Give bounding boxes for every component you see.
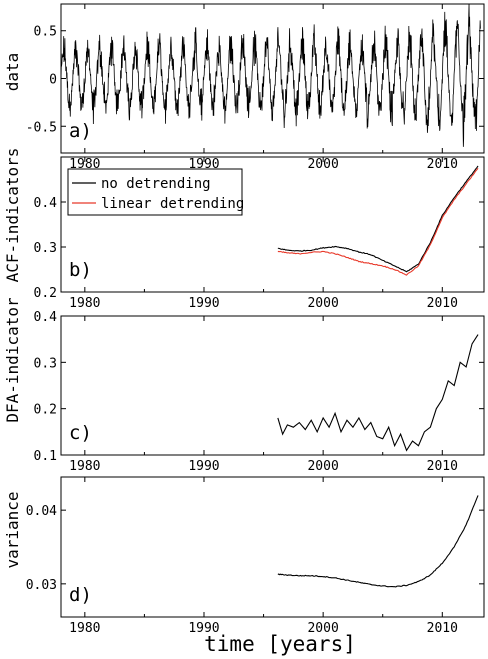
x-tick-label: 1990	[188, 296, 219, 311]
x-tick-label: 1980	[69, 621, 100, 636]
series-group	[277, 334, 479, 452]
legend-label: no detrending	[101, 176, 211, 192]
y-tick-label: -0.5	[26, 120, 57, 135]
x-tick-label: 1980	[69, 157, 100, 172]
y-tick-label: 0.3	[34, 356, 57, 371]
plot-frame	[60, 3, 485, 154]
plot-frame	[60, 156, 485, 293]
series-group	[277, 165, 479, 276]
plot-frame	[60, 315, 485, 456]
data-series-line	[61, 4, 481, 147]
panel-b: 1980 1990 2000 2010 0.2 0.3 0.4 ACF-indicators n…	[3, 148, 485, 311]
y-tick-label: 0.03	[26, 578, 57, 593]
series-group	[277, 495, 479, 588]
plot-frame	[60, 476, 485, 618]
y-tick-label: 0.1	[34, 449, 57, 464]
panel-c: 1980 1990 2000 2010 0.1 0.2 0.3 0.4 DFA-indicato…	[3, 297, 485, 474]
x-tick-label: 2010	[427, 621, 458, 636]
x-tick-label: 2000	[307, 296, 338, 311]
x-tick-label: 1980	[69, 296, 100, 311]
x-tick-label: 2010	[427, 296, 458, 311]
panel-label: b)	[69, 259, 92, 281]
series-group	[61, 4, 481, 147]
y-tick-label: 0.2	[34, 403, 57, 418]
y-tick-label: 0.2	[34, 286, 57, 301]
y-tick-label: 0.04	[26, 504, 57, 519]
x-tick-label: 2000	[307, 157, 338, 172]
legend-label: linear detrending	[101, 196, 244, 212]
x-tick-label: 2010	[427, 157, 458, 172]
y-axis-label: ACF-indicators	[3, 148, 22, 283]
y-tick-label: 0.4	[34, 310, 58, 325]
x-tick-label: 2010	[427, 459, 458, 474]
series-line-linear-detrending	[277, 167, 479, 276]
data-series-line	[277, 334, 479, 452]
y-axis-label: data	[3, 53, 22, 92]
y-axis-label: DFA-indicator	[3, 297, 22, 423]
x-tick-label: 1990	[188, 157, 219, 172]
x-tick-label: 1990	[188, 459, 219, 474]
x-tick-label: 2000	[307, 459, 338, 474]
panel-label: d)	[69, 584, 92, 606]
y-tick-label: 0	[49, 73, 57, 88]
y-tick-label: 0.3	[34, 241, 57, 256]
panel-label: c)	[69, 422, 92, 444]
panel-label: a)	[69, 120, 92, 142]
panel-a: 1980 1990 2000 2010 -0.5 0 0.5 data a)	[3, 3, 485, 172]
legend-box	[67, 168, 243, 216]
y-tick-label: 0.5	[34, 25, 57, 40]
data-series-line	[277, 495, 479, 588]
y-tick-label: 0.4	[34, 196, 58, 211]
series-line-no-detrending	[277, 165, 479, 273]
y-axis-label: variance	[3, 491, 22, 568]
x-tick-label: 1990	[188, 621, 219, 636]
x-tick-label: 1980	[69, 459, 100, 474]
panel-d: 1980 1990 2000 2010 0.03 0.04 variance d)	[3, 476, 485, 636]
x-tick-label: 2000	[307, 621, 338, 636]
x-axis-label: time [years]	[204, 632, 356, 656]
